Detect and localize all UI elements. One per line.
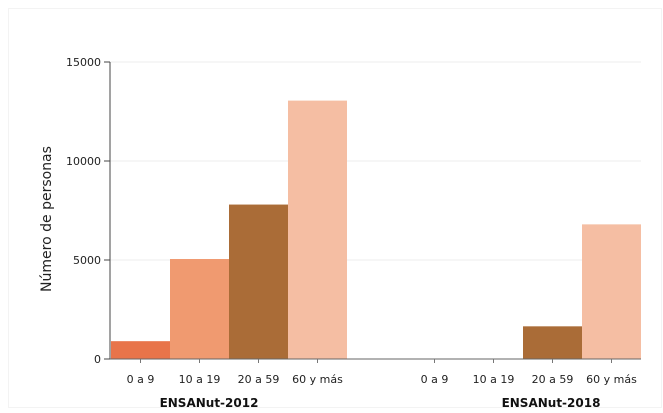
x-tick-label: 0 a 9 bbox=[127, 373, 155, 386]
x-tick-label: 20 a 59 bbox=[532, 373, 574, 386]
bar-chart: 0 5000 10000 15000 0 a 9 10 a 19 20 a 59 60 y … bbox=[39, 56, 641, 409]
y-axis: 0 5000 10000 15000 bbox=[66, 56, 641, 366]
group-label: ENSANut-2012 bbox=[160, 396, 259, 409]
bar bbox=[229, 204, 288, 359]
bars bbox=[111, 100, 641, 360]
bar bbox=[111, 341, 170, 359]
x-tick-label: 0 a 9 bbox=[421, 373, 449, 386]
bar bbox=[523, 326, 582, 359]
bar bbox=[582, 224, 641, 359]
y-tick-label: 5000 bbox=[73, 254, 101, 267]
bar bbox=[170, 259, 229, 359]
x-tick-label: 60 y más bbox=[292, 373, 343, 386]
y-tick-label: 0 bbox=[94, 353, 101, 366]
x-tick-label: 10 a 19 bbox=[473, 373, 515, 386]
group-label: ENSANut-2018 bbox=[502, 396, 601, 409]
x-tick-label: 60 y más bbox=[586, 373, 637, 386]
category-labels: 0 a 9 10 a 19 20 a 59 60 y más ENSANut-2012 0… bbox=[127, 359, 637, 409]
y-tick-label: 15000 bbox=[66, 56, 101, 69]
chart-container: 0 5000 10000 15000 0 a 9 10 a 19 20 a 59 60 y … bbox=[8, 8, 662, 409]
x-tick-label: 10 a 19 bbox=[179, 373, 221, 386]
gridlines bbox=[110, 61, 641, 261]
x-tick-label: 20 a 59 bbox=[238, 373, 280, 386]
bar bbox=[288, 100, 347, 360]
y-tick-label: 10000 bbox=[66, 155, 101, 168]
y-axis-title: Número de personas bbox=[39, 146, 55, 292]
